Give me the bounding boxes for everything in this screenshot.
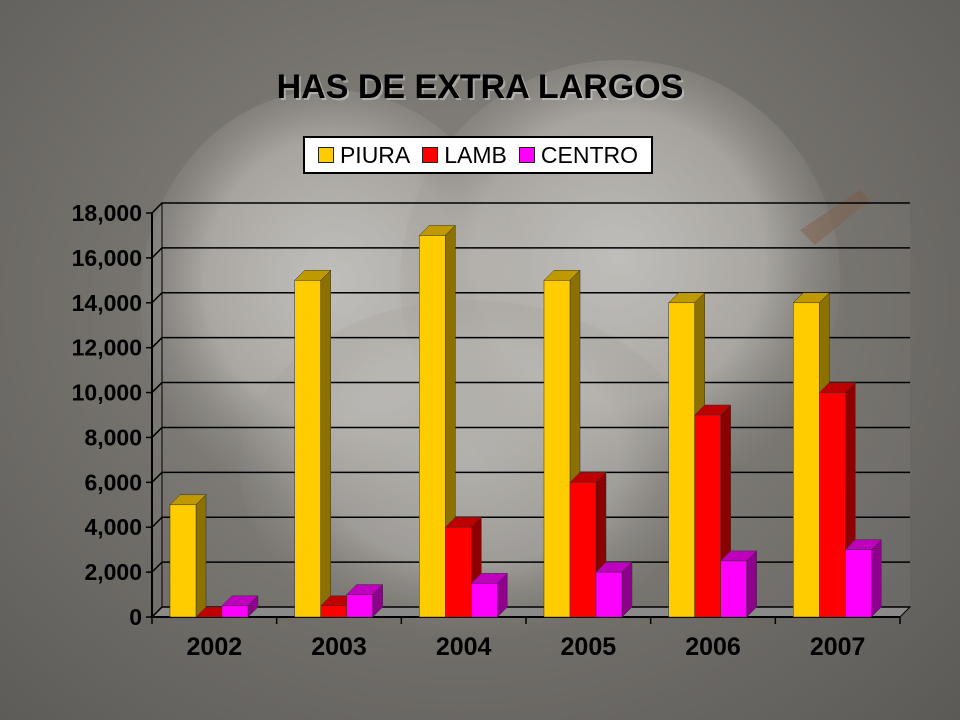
legend-swatch-piura — [317, 147, 334, 163]
y-tick-label: 6,000 — [84, 469, 142, 495]
bar-centro-2003 — [346, 594, 373, 618]
y-tick-label: 8,000 — [84, 424, 142, 450]
y-tick-label: 18,000 — [72, 200, 142, 226]
y-tick-label: 14,000 — [72, 290, 142, 316]
legend-item-piura: PIURA — [317, 141, 411, 169]
y-tick-label: 2,000 — [84, 559, 142, 585]
legend-label-lamb: LAMB — [444, 141, 507, 168]
y-tick-label: 10,000 — [72, 380, 142, 406]
bar-centro-2004 — [471, 583, 498, 618]
bar-lamb-2007 — [819, 392, 846, 618]
bar-piura-2002-side — [195, 494, 207, 618]
y-tick-label: 16,000 — [72, 245, 142, 271]
legend-swatch-centro — [518, 147, 535, 163]
bar-centro-2007-side — [871, 539, 882, 618]
x-tick-label: 2005 — [561, 633, 617, 661]
bar-piura-2005 — [543, 280, 571, 618]
bar-piura-2006 — [668, 302, 695, 618]
bar-piura-2002 — [169, 504, 197, 618]
legend-label-piura: PIURA — [339, 141, 411, 168]
bar-lamb-2006 — [694, 414, 721, 618]
x-tick-label: 2007 — [810, 633, 866, 661]
bar-lamb-2005 — [569, 482, 597, 618]
x-tick-label: 2004 — [436, 633, 492, 661]
legend-item-centro: CENTRO — [518, 141, 639, 169]
legend-label-centro: CENTRO — [540, 141, 639, 168]
legend-swatch-lamb — [422, 147, 439, 163]
bar-piura-2003-side — [320, 269, 331, 618]
bar-centro-2005 — [595, 571, 623, 618]
bar-centro-2007 — [845, 549, 872, 618]
bar-piura-2007 — [793, 302, 820, 618]
bar-centro-2006-side — [746, 550, 757, 618]
bar-centro-2006 — [720, 560, 747, 618]
x-tick-label: 2006 — [685, 633, 741, 661]
x-tick-label: 2002 — [187, 633, 243, 661]
chart-title: HAS DE EXTRA LARGOS — [276, 68, 684, 106]
y-tick-label: 12,000 — [72, 335, 142, 361]
bar-piura-2003 — [294, 280, 321, 618]
bar-lamb-2004 — [445, 526, 472, 618]
chart-legend: PIURA LAMB CENTRO — [303, 136, 653, 174]
x-tick-label: 2003 — [311, 633, 367, 661]
bar-piura-2004 — [419, 235, 446, 618]
bar-centro-2005-side — [621, 561, 633, 618]
y-tick-label: 0 — [129, 604, 142, 630]
bar-centro-2002 — [221, 605, 249, 618]
bar-lamb-2003 — [320, 605, 347, 618]
y-tick-label: 4,000 — [84, 514, 142, 540]
legend-item-lamb: LAMB — [422, 142, 507, 169]
